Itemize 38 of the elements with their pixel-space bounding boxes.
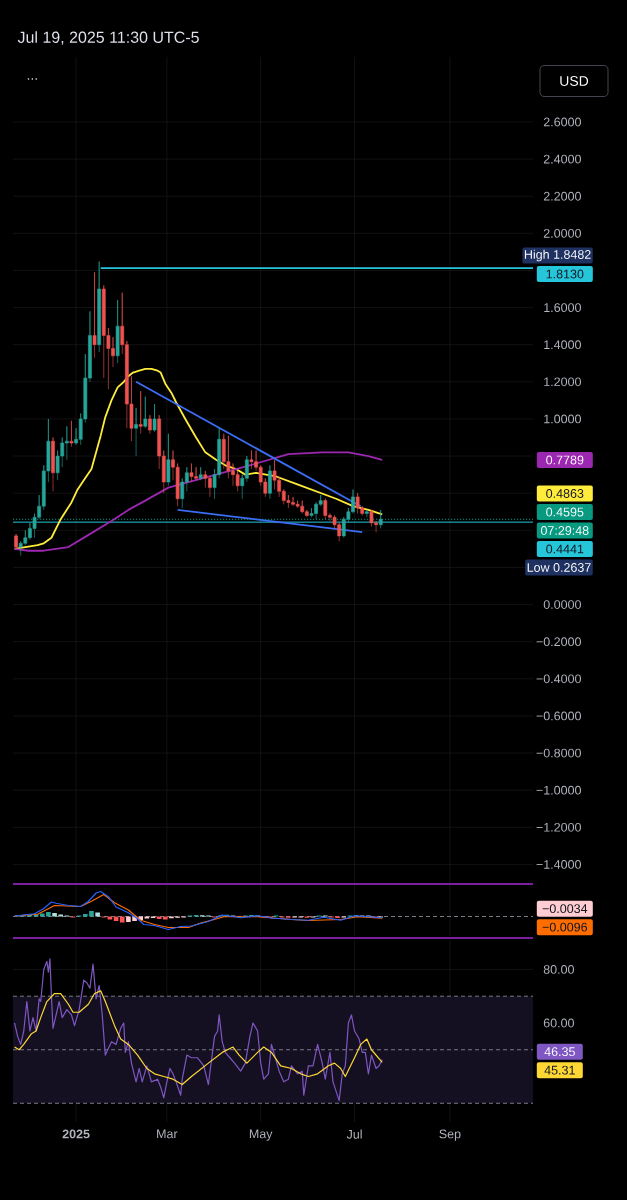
y-tick-label: 1.0000 — [544, 414, 581, 424]
text: 0.7789 — [546, 455, 584, 465]
y-tick-label: −1.2000 — [536, 822, 581, 832]
text: −0.0096 — [542, 922, 588, 932]
text: 0.4863 — [546, 489, 584, 498]
text: −0.0034 — [542, 904, 588, 914]
y-tick-label: 1.4000 — [544, 340, 581, 350]
chart-title: Jul 19, 2025 11:30 UTC-5 — [17, 31, 199, 45]
annotation: ... — [27, 78, 37, 80]
y-tick-label: −0.8000 — [536, 748, 581, 758]
y-tick-label: 60.00 — [543, 1018, 574, 1028]
y-tick-label: 2.4000 — [543, 154, 581, 164]
y-tick-label: −0.4000 — [536, 674, 581, 684]
text: 07:29:48 — [540, 526, 589, 535]
y-axis-title: USD — [560, 76, 589, 86]
text: 46.35 — [544, 1047, 575, 1057]
x-tick-label: May — [249, 1129, 273, 1141]
x-tick-label: Mar — [157, 1129, 178, 1139]
ref-line-label: 0.4595 — [546, 507, 584, 517]
y-tick-label: 2.0000 — [543, 228, 581, 238]
text: 45.31 — [544, 1065, 575, 1075]
text: 1.8130 — [546, 269, 584, 279]
y-tick-label: 80.00 — [543, 965, 574, 974]
y-tick-label: −0.2000 — [536, 637, 581, 647]
annotation: Low 0.2637 — [527, 563, 591, 572]
y-tick-label: −1.4000 — [536, 860, 581, 869]
y-tick-label: 1.2000 — [544, 377, 581, 387]
y-tick-label: 2.6000 — [543, 117, 581, 127]
y-tick-label: 2.2000 — [543, 191, 581, 201]
annotation: High 1.8482 — [524, 249, 591, 262]
text: 0.4441 — [546, 544, 584, 554]
y-tick-label: 0.0000 — [543, 600, 581, 609]
y-tick-label: −0.6000 — [536, 711, 581, 721]
x-tick-label: 2025 — [62, 1129, 90, 1139]
x-tick-label: Jul — [346, 1129, 362, 1139]
y-tick-label: 1.6000 — [544, 303, 581, 312]
y-tick-label: −1.0000 — [536, 785, 581, 795]
x-tick-label: Sep — [439, 1129, 461, 1141]
